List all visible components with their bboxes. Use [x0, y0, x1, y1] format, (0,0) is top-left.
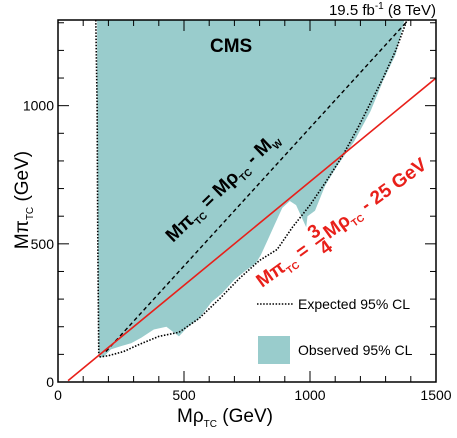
y-tick-label: 500: [31, 236, 55, 252]
x-tick-label: 500: [172, 387, 196, 403]
x-tick-label: 1000: [294, 387, 325, 403]
y-tick-labels: 0 500 1000: [23, 98, 54, 390]
experiment-label: CMS: [210, 36, 252, 57]
x-axis-title: MρTC (GeV): [177, 406, 273, 430]
axis-ticks: [57, 20, 437, 383]
legend-expected-label: Expected 95% CL: [298, 296, 410, 312]
plot-frame: [57, 19, 437, 383]
legend: Expected 95% CL Observed 95% CL: [257, 296, 413, 364]
expected-limit-line: [95, 20, 408, 359]
x-tick-labels: 0 500 1000 1500: [54, 387, 452, 403]
x-tick-label: 1500: [420, 387, 451, 403]
red-theory-line: [67, 77, 436, 382]
legend-observed-label: Observed 95% CL: [298, 342, 413, 358]
legend-observed-swatch: [258, 336, 290, 364]
y-tick-label: 1000: [23, 98, 54, 114]
lumi-label: 19.5 fb-1 (8 TeV): [329, 1, 436, 19]
observed-exclusion-region: [97, 20, 405, 358]
y-axis-title: MπTC (GeV): [12, 151, 36, 249]
x-tick-label: 0: [54, 387, 62, 403]
y-tick-label: 0: [46, 374, 54, 390]
diagonal-dashed-line: [105, 20, 410, 353]
svg-text:MρTC - 25 GeV: MρTC - 25 GeV: [320, 154, 433, 245]
